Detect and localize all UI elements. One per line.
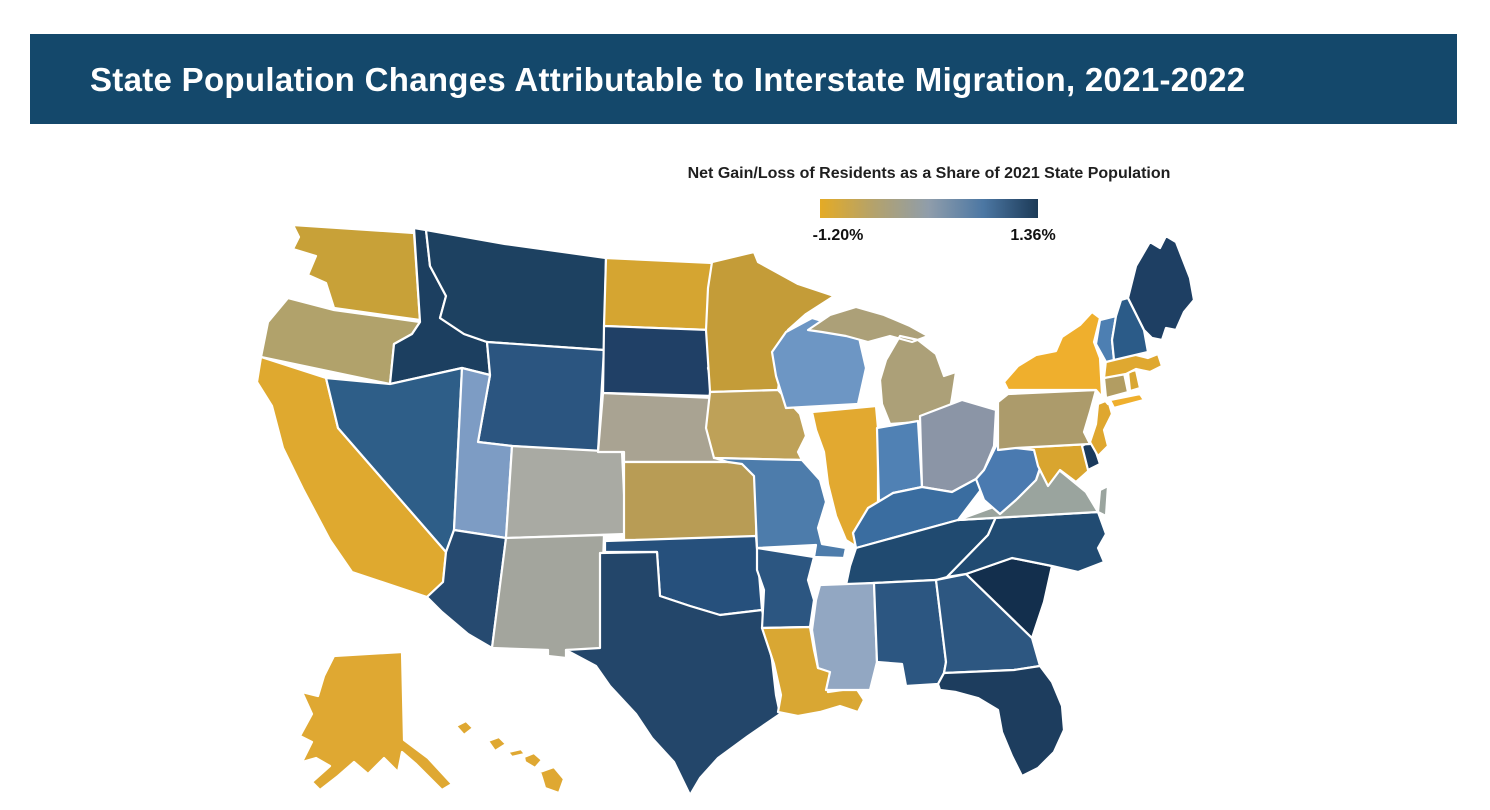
state-hawaii[interactable] [454,719,566,795]
state-new-hampshire[interactable] [1110,296,1150,362]
state-kansas[interactable] [622,460,760,542]
state-pennsylvania[interactable] [996,388,1098,452]
legend-min-label: -1.20% [812,227,864,244]
state-wyoming[interactable] [476,340,606,454]
state-florida[interactable] [936,664,1066,778]
state-maine[interactable] [1126,234,1196,342]
state-alaska[interactable] [298,650,454,792]
state-montana[interactable] [424,228,608,352]
state-missouri[interactable] [712,456,848,560]
state-colorado[interactable] [504,444,628,540]
legend-max-label: 1.36% [1010,227,1056,244]
state-new-york[interactable] [1002,310,1146,410]
page-title: State Population Changes Attributable to… [90,60,1246,98]
state-arkansas[interactable] [755,546,816,630]
state-north-carolina[interactable] [945,510,1108,579]
legend-title: Net Gain/Loss of Residents as a Share of… [687,165,1171,182]
state-new-jersey[interactable] [1088,398,1114,458]
legend-gradient-bar [820,199,1038,218]
title-banner: State Population Changes Attributable to… [30,34,1457,124]
state-new-mexico[interactable] [490,533,606,660]
state-south-dakota[interactable] [601,324,718,398]
state-alabama[interactable] [872,578,948,688]
state-north-dakota[interactable] [602,256,715,332]
state-texas[interactable] [564,550,782,797]
